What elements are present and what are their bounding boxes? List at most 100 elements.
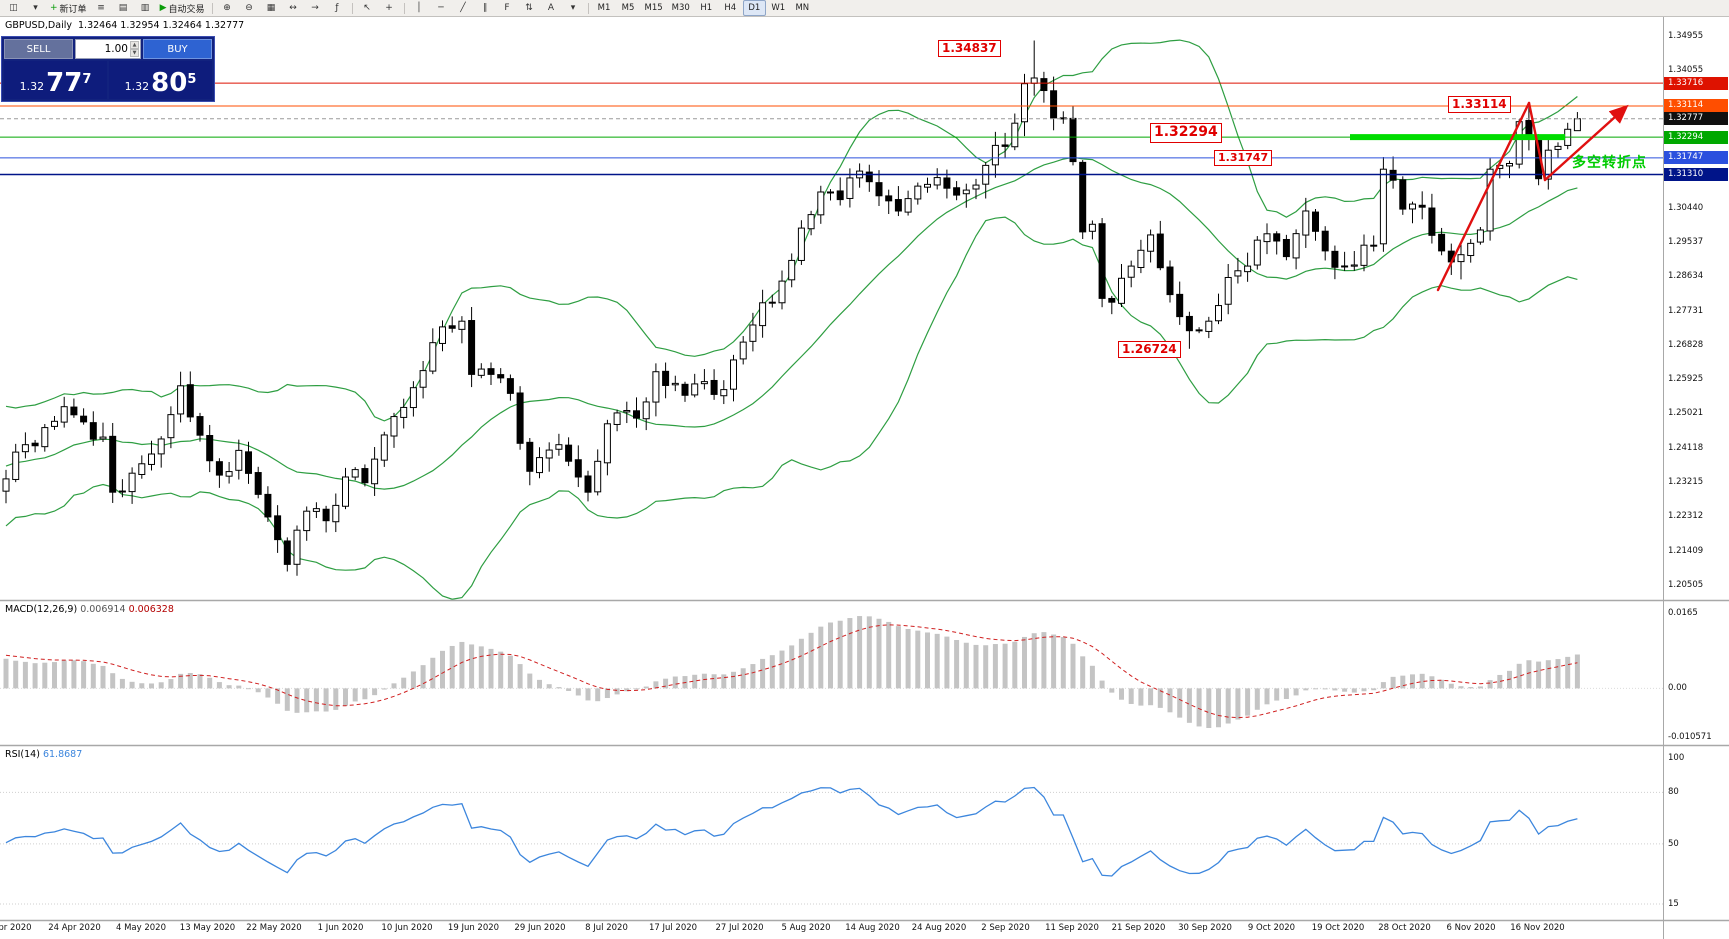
auto-scroll-button[interactable]: ↔ — [283, 0, 304, 16]
chart-symbol-ohlc: GBPUSD,Daily 1.32464 1.32954 1.32464 1.3… — [5, 20, 245, 31]
volume-input[interactable]: 1.00 ▲ ▼ — [75, 39, 141, 59]
timeframe-M15-button[interactable]: M15 — [644, 3, 663, 13]
tile-windows-button-icon: ▦ — [266, 2, 276, 13]
price-axis-label: 1.23215 — [1668, 477, 1704, 488]
sell-price-big: 77 — [46, 68, 83, 98]
date-axis-label: 9 Oct 2020 — [1247, 923, 1296, 933]
timeframe-M5-button[interactable]: M5 — [621, 3, 635, 13]
price-annotation[interactable]: 1.32294 — [1150, 123, 1222, 143]
indicators-button[interactable]: ƒ — [327, 0, 348, 16]
data-window-button[interactable]: ▤ — [113, 0, 134, 16]
macd-pane-label: MACD(12,26,9) 0.006914 0.006328 — [5, 604, 174, 615]
date-axis-label: 14 Aug 2020 — [845, 923, 900, 933]
rsi-axis-label: 100 — [1668, 753, 1685, 763]
indicators-button-icon: ƒ — [335, 2, 339, 13]
timeframe-M1-button[interactable]: M1 — [597, 3, 611, 13]
macd-axis-label: -0.010571 — [1668, 731, 1712, 742]
volume-down-icon[interactable]: ▼ — [130, 49, 139, 57]
date-axis-label: 17 Jul 2020 — [648, 923, 698, 933]
turning-point-text[interactable]: 多空转折点 — [1572, 155, 1647, 171]
macd-value-main: 0.006914 — [80, 604, 126, 615]
navigator-button-icon: ▥ — [140, 2, 150, 13]
toolbar-separator — [211, 2, 213, 14]
macd-value-signal: 0.006328 — [128, 604, 174, 615]
channel-tool-button[interactable]: ∥ — [475, 0, 496, 16]
price-annotation[interactable]: 1.33114 — [1448, 96, 1511, 113]
price-axis-label: 1.27731 — [1668, 305, 1704, 316]
data-window-button-icon: ▤ — [118, 2, 128, 13]
timeframe-W1-button[interactable]: W1 — [771, 3, 786, 13]
price-annotation[interactable]: 1.26724 — [1118, 341, 1181, 358]
price-tag: 1.33716 — [1664, 76, 1728, 90]
price-tag: 1.31310 — [1664, 168, 1728, 181]
price-annotation[interactable]: 1.31747 — [1214, 150, 1273, 166]
sell-price-tile[interactable]: 1.32 77 7 — [4, 61, 107, 99]
sell-button[interactable]: SELL — [4, 39, 73, 59]
date-axis-label: 1 Jun 2020 — [317, 923, 364, 933]
tile-windows-button[interactable]: ▦ — [261, 0, 282, 16]
trendline-tool-button-icon: ╱ — [460, 2, 466, 13]
volume-up-icon[interactable]: ▲ — [130, 41, 139, 49]
text-label-tool-button[interactable]: A — [541, 0, 562, 16]
crosshair-tool-button[interactable]: + — [379, 0, 400, 16]
timeframe-H4-button[interactable]: H4 — [724, 3, 737, 13]
autotrading-button[interactable]: ▶ 自动交易 — [157, 0, 208, 16]
timeframe-MN-button[interactable]: MN — [795, 3, 810, 13]
date-axis-label: 27 Jul 2020 — [715, 923, 764, 933]
new-order-button-label: 新订单 — [59, 4, 87, 15]
zoom-out-button-icon: ⊖ — [245, 2, 253, 13]
date-axis-label: 13 May 2020 — [179, 923, 236, 933]
new-chart-button[interactable]: ◫ — [3, 0, 24, 16]
toolbar-separator — [587, 2, 589, 14]
date-axis-label: 24 Apr 2020 — [48, 923, 101, 933]
toolbar-separator — [351, 2, 353, 14]
date-axis-label: 4 Apr 2020 — [0, 923, 32, 933]
navigator-button[interactable]: ▥ — [135, 0, 156, 16]
date-axis-label: 19 Oct 2020 — [1311, 923, 1365, 933]
chart-area[interactable]: GBPUSD,Daily 1.32464 1.32954 1.32464 1.3… — [0, 17, 1729, 939]
market-watch-button-icon: ≡ — [97, 2, 105, 13]
rsi-axis-label: 80 — [1668, 787, 1679, 798]
price-axis-label: 1.25925 — [1668, 374, 1704, 385]
vertical-line-tool-button[interactable]: │ — [409, 0, 430, 16]
arrows-tool-button-icon: ⇅ — [525, 2, 533, 13]
market-watch-button[interactable]: ≡ — [91, 0, 112, 16]
timeframe-D1-button[interactable]: D1 — [742, 0, 766, 16]
buy-price-sup: 5 — [187, 72, 197, 87]
chart-profiles-button-icon: ▾ — [33, 2, 38, 13]
timeframe-H1-button[interactable]: H1 — [700, 3, 713, 13]
vertical-line-tool-button-icon: │ — [416, 2, 422, 13]
auto-scroll-button-icon: ↔ — [289, 2, 297, 13]
zoom-in-button[interactable]: ⊕ — [217, 0, 238, 16]
price-axis-label: 1.25021 — [1668, 408, 1704, 419]
zoom-out-button[interactable]: ⊖ — [239, 0, 260, 16]
cursor-tool-button[interactable]: ↖ — [357, 0, 378, 16]
fibonacci-tool-button-icon: F — [504, 2, 510, 13]
timeframe-M30-button[interactable]: M30 — [671, 3, 690, 13]
buy-price-tile[interactable]: 1.32 80 5 — [109, 61, 212, 99]
date-axis-label: 5 Aug 2020 — [781, 923, 831, 933]
chart-profiles-button[interactable]: ▾ — [25, 0, 46, 16]
price-annotation[interactable]: 1.34837 — [938, 40, 1001, 57]
objects-menu-button[interactable]: ▾ — [563, 0, 584, 16]
toolbar-separator — [403, 2, 405, 14]
rsi-name: RSI(14) — [5, 749, 40, 760]
price-axis-label: 1.30440 — [1668, 202, 1704, 213]
new-order-button[interactable]: + 新订单 — [47, 0, 90, 16]
zoom-in-button-icon: ⊕ — [223, 2, 231, 13]
arrows-tool-button[interactable]: ⇅ — [519, 0, 540, 16]
rsi-value: 61.8687 — [42, 749, 83, 760]
rsi-axis-label: 15 — [1668, 898, 1679, 909]
volume-value: 1.00 — [104, 43, 128, 55]
buy-price-big: 80 — [151, 68, 188, 98]
cursor-tool-button-icon: ↖ — [363, 2, 371, 13]
volume-spinner[interactable]: ▲ ▼ — [130, 41, 139, 57]
autotrading-button-icon: ▶ — [159, 2, 167, 13]
buy-button[interactable]: BUY — [143, 39, 212, 59]
fibonacci-tool-button[interactable]: F — [497, 0, 518, 16]
chart-shift-button[interactable]: → — [305, 0, 326, 16]
trendline-tool-button[interactable]: ╱ — [453, 0, 474, 16]
sell-price-sup: 7 — [82, 72, 92, 87]
horizontal-line-tool-button[interactable]: ─ — [431, 0, 452, 16]
